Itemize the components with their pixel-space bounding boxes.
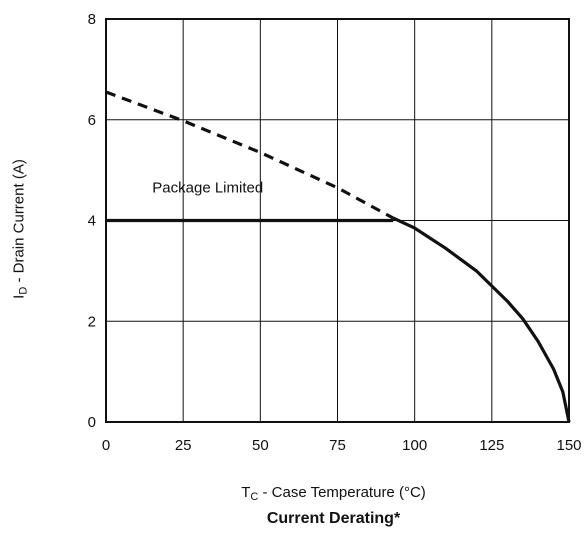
- annotation-label: Package Limited: [152, 179, 263, 196]
- annotations: Package Limited: [152, 179, 263, 196]
- chart-title: Current Derating*: [266, 510, 401, 527]
- y-tick-label: 0: [88, 414, 96, 431]
- x-tick-label: 25: [175, 437, 192, 454]
- y-tick-labels: 0 2 4 6 8: [88, 11, 96, 431]
- y-tick-label: 8: [88, 11, 96, 28]
- x-tick-label: 75: [329, 437, 346, 454]
- x-tick-label: 150: [556, 437, 581, 454]
- x-tick-label: 100: [402, 437, 427, 454]
- y-tick-label: 6: [88, 112, 96, 129]
- y-tick-label: 4: [88, 213, 96, 230]
- series-layer: [105, 90, 571, 423]
- x-tick-label: 50: [252, 437, 269, 454]
- plot-frame: [105, 18, 570, 423]
- x-axis-label: TC - Case Temperature (°C): [241, 484, 426, 503]
- x-tick-labels: 0 25 50 75 100 125 150: [102, 437, 582, 454]
- y-axis-label: ID - Drain Current (A): [10, 159, 30, 299]
- series-line-3-solid: [392, 216, 571, 423]
- series-line-1-dashed: [105, 90, 394, 220]
- y-tick-label: 2: [88, 313, 96, 330]
- x-tick-label: 0: [102, 437, 110, 454]
- x-tick-label: 125: [479, 437, 504, 454]
